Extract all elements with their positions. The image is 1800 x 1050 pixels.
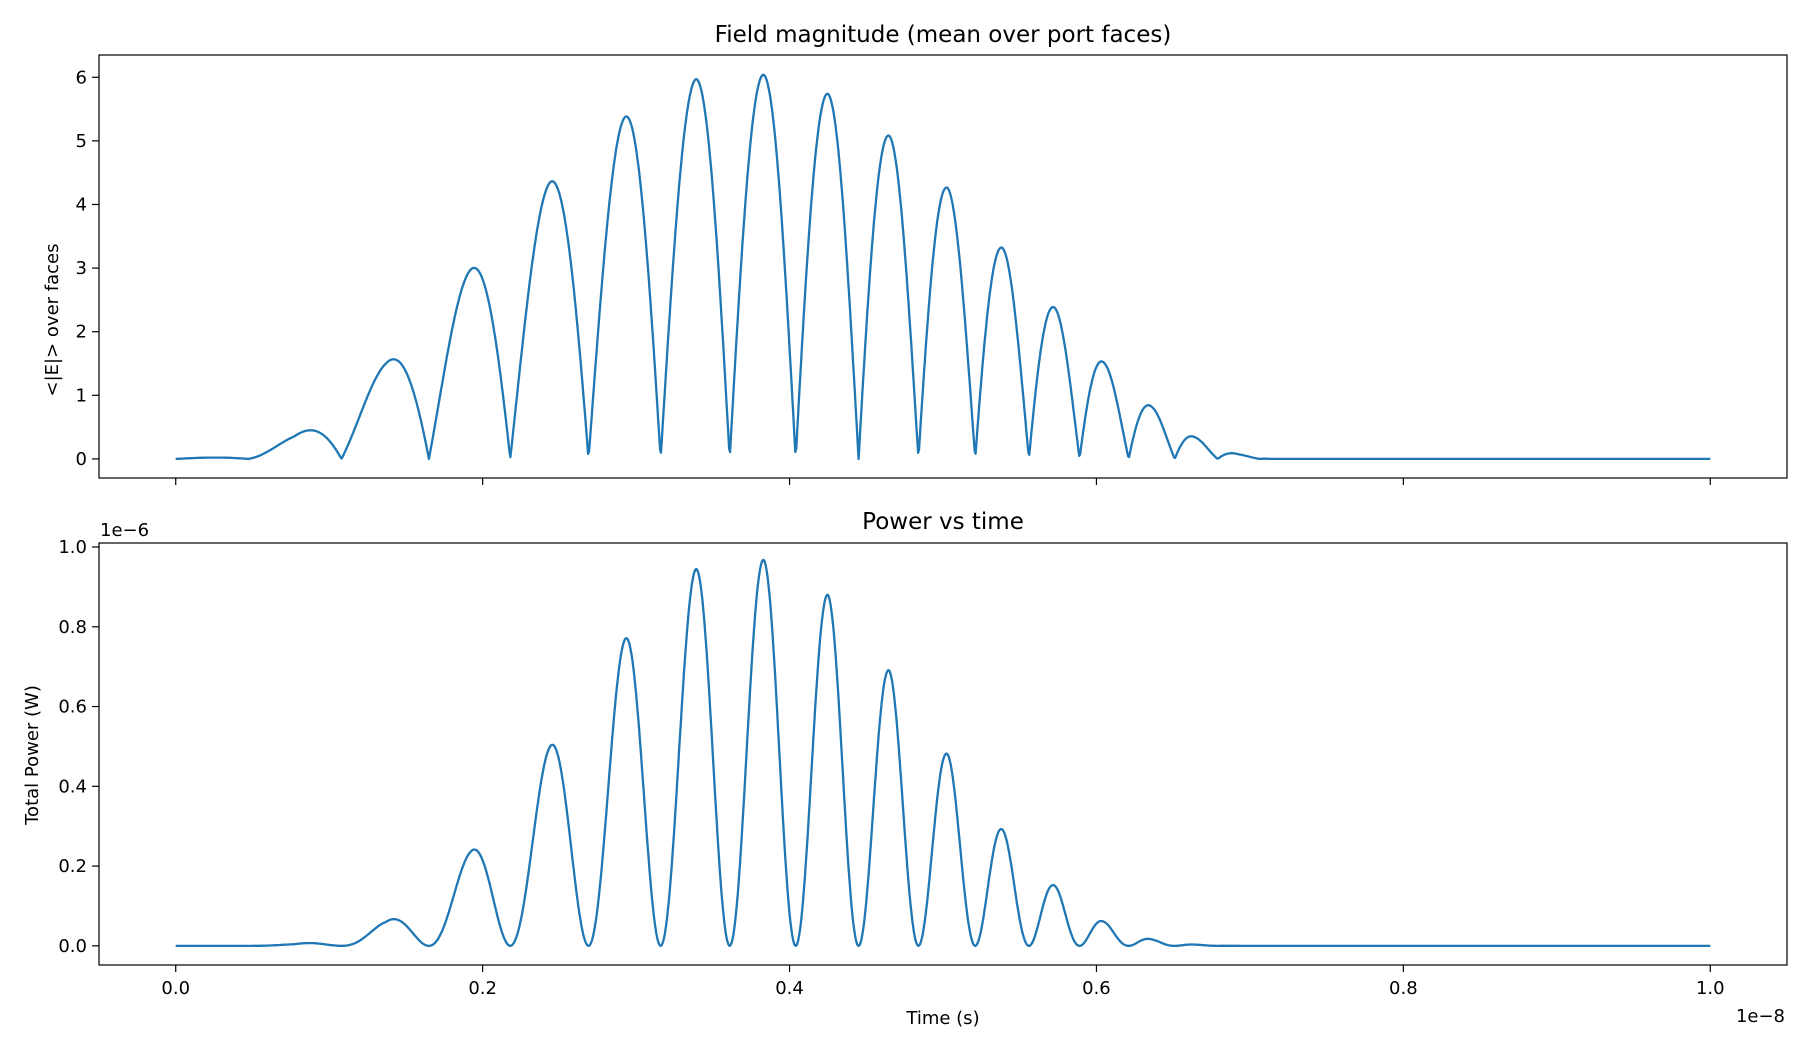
power-ylabel: Total Power (W) [22, 685, 43, 826]
power-y-tick-label: 0.4 [58, 776, 87, 797]
power-title: Power vs time [862, 509, 1024, 535]
power-x-scale-label: 1e−8 [1736, 1006, 1785, 1027]
field-magnitude-y-tick-label: 5 [76, 131, 87, 152]
power-y-tick-label: 1.0 [58, 537, 87, 558]
field-magnitude-y-tick-label: 6 [76, 67, 87, 88]
power-x-tick-label: 0.8 [1389, 978, 1418, 999]
power-y-tick-label: 0.2 [58, 856, 87, 877]
field-magnitude-y-tick-label: 4 [76, 194, 87, 215]
power-panel: Power vs time Total Power (W) Time (s) 1… [22, 509, 1788, 1029]
power-axes-frame [98, 542, 1788, 966]
field-magnitude-axes-frame [98, 54, 1788, 479]
field-magnitude-panel: Field magnitude (mean over port faces) <… [42, 22, 1788, 485]
power-xlabel: Time (s) [905, 1008, 979, 1029]
power-y-tick-label: 0.8 [58, 617, 87, 638]
field-magnitude-y-tick-label: 2 [76, 322, 87, 343]
field-magnitude-y-tick-label: 1 [76, 385, 87, 406]
field-magnitude-series-line [175, 73, 1711, 461]
power-y-scale-label: 1e−6 [100, 520, 149, 541]
power-y-tick-label: 0.6 [58, 697, 87, 718]
power-x-tick-label: 0.0 [161, 978, 190, 999]
field-magnitude-y-tick-label: 0 [76, 449, 87, 470]
power-x-tick-label: 1.0 [1696, 978, 1725, 999]
power-y-tick-label: 0.0 [58, 936, 87, 957]
field-magnitude-y-tick-label: 3 [76, 258, 87, 279]
power-x-tick-label: 0.4 [775, 978, 804, 999]
power-series-line [175, 558, 1711, 948]
field-magnitude-title: Field magnitude (mean over port faces) [715, 22, 1172, 48]
power-x-tick-label: 0.6 [1082, 978, 1111, 999]
field-magnitude-ylabel: <|E|> over faces [42, 244, 63, 397]
power-x-tick-label: 0.2 [468, 978, 497, 999]
